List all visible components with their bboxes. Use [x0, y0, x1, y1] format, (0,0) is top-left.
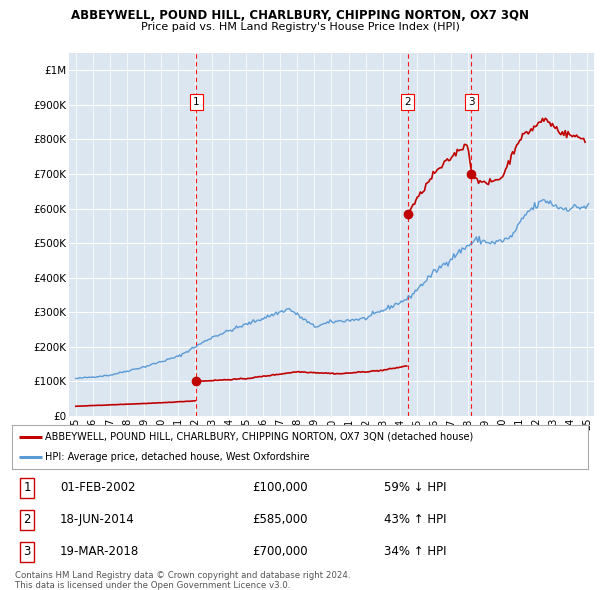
Text: 19-MAR-2018: 19-MAR-2018 — [60, 545, 139, 558]
Text: 01-FEB-2002: 01-FEB-2002 — [60, 481, 136, 494]
Text: ABBEYWELL, POUND HILL, CHARLBURY, CHIPPING NORTON, OX7 3QN (detached house): ABBEYWELL, POUND HILL, CHARLBURY, CHIPPI… — [46, 432, 473, 442]
Text: 3: 3 — [23, 545, 31, 558]
Text: ABBEYWELL, POUND HILL, CHARLBURY, CHIPPING NORTON, OX7 3QN: ABBEYWELL, POUND HILL, CHARLBURY, CHIPPI… — [71, 9, 529, 22]
Text: 59% ↓ HPI: 59% ↓ HPI — [384, 481, 446, 494]
Text: Price paid vs. HM Land Registry's House Price Index (HPI): Price paid vs. HM Land Registry's House … — [140, 22, 460, 32]
Text: 2: 2 — [23, 513, 31, 526]
Text: 1: 1 — [23, 481, 31, 494]
Text: 3: 3 — [468, 97, 475, 107]
Text: Contains HM Land Registry data © Crown copyright and database right 2024.
This d: Contains HM Land Registry data © Crown c… — [15, 571, 350, 590]
Text: HPI: Average price, detached house, West Oxfordshire: HPI: Average price, detached house, West… — [46, 452, 310, 462]
Text: £100,000: £100,000 — [252, 481, 308, 494]
Text: 1: 1 — [193, 97, 200, 107]
Text: 34% ↑ HPI: 34% ↑ HPI — [384, 545, 446, 558]
Text: £585,000: £585,000 — [252, 513, 308, 526]
Text: £700,000: £700,000 — [252, 545, 308, 558]
Text: 43% ↑ HPI: 43% ↑ HPI — [384, 513, 446, 526]
Text: 2: 2 — [404, 97, 411, 107]
Text: 18-JUN-2014: 18-JUN-2014 — [60, 513, 135, 526]
